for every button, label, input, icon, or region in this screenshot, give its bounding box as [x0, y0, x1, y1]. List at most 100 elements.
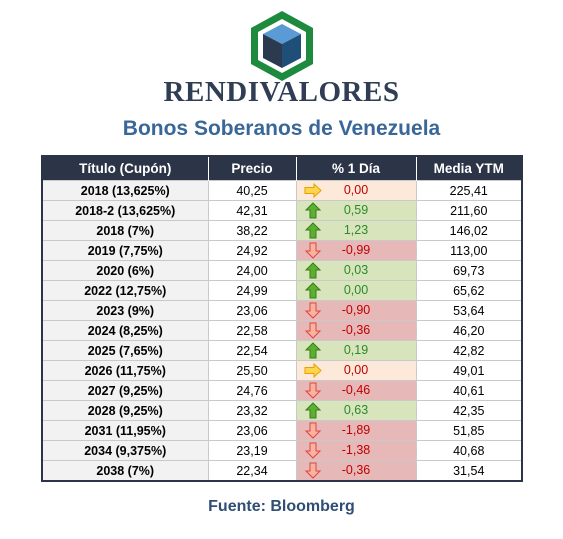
- arrow-up-icon: [304, 262, 322, 279]
- column-header-price: Precio: [207, 156, 296, 181]
- bond-ytm: 113,00: [415, 240, 523, 261]
- bond-ytm: 51,85: [415, 420, 523, 441]
- bond-change: -0,36: [295, 320, 417, 341]
- arrow-right-icon: [304, 182, 322, 199]
- bond-ytm: 40,68: [415, 440, 523, 461]
- bond-title: 2038 (7%): [41, 460, 209, 482]
- bond-price: 23,32: [207, 400, 297, 421]
- bond-price: 22,54: [207, 340, 297, 361]
- bond-price: 24,00: [207, 260, 297, 281]
- bond-ytm: 65,62: [415, 280, 523, 301]
- table-row: 2023 (9%) 23,06 -0,90 53,64: [41, 300, 523, 321]
- bond-change: 0,00: [295, 360, 417, 381]
- page-title: Bonos Soberanos de Venezuela: [122, 117, 441, 140]
- bond-title: 2025 (7,65%): [41, 340, 209, 361]
- bond-title: 2027 (9,25%): [41, 380, 209, 401]
- bond-change-value: -0,99: [341, 243, 371, 257]
- bond-change: 0,59: [295, 200, 417, 221]
- column-header-change: % 1 Día: [295, 156, 416, 181]
- arrow-up-icon: [304, 402, 322, 419]
- bond-ytm: 53,64: [415, 300, 523, 321]
- bond-change: 0,03: [295, 260, 417, 281]
- table-row: 2022 (12,75%) 24,99 0,00 65,62: [41, 280, 523, 301]
- bond-title: 2018 (13,625%): [41, 180, 209, 201]
- table-header-row: Título (Cupón) Precio % 1 Día Media YTM: [42, 156, 522, 181]
- bond-change: -1,38: [295, 440, 417, 461]
- source-note: Fuente: Bloomberg: [208, 498, 355, 515]
- arrow-down-icon: [304, 422, 322, 439]
- arrow-down-icon: [304, 462, 322, 479]
- arrow-right-icon: [304, 362, 322, 379]
- bond-ytm: 31,54: [415, 460, 523, 482]
- rendivalores-logo-icon: [251, 11, 313, 81]
- arrow-down-icon: [304, 242, 322, 259]
- bond-change: 1,23: [295, 220, 417, 241]
- bond-change-value: 0,59: [343, 203, 369, 217]
- bond-price: 23,06: [207, 420, 297, 441]
- bond-ytm: 211,60: [415, 200, 523, 221]
- bond-title: 2018 (7%): [41, 220, 209, 241]
- bond-price: 38,22: [207, 220, 297, 241]
- bond-change-value: -1,89: [341, 423, 371, 437]
- arrow-up-icon: [304, 222, 322, 239]
- column-header-title: Título (Cupón): [42, 156, 208, 181]
- bond-change: 0,00: [295, 280, 417, 301]
- arrow-down-icon: [304, 302, 322, 319]
- arrow-up-icon: [304, 282, 322, 299]
- bond-price: 23,06: [207, 300, 297, 321]
- arrow-up-icon: [304, 342, 322, 359]
- table-body: 2018 (13,625%) 40,25 0,00 225,41 2018-2 (13,…: [41, 180, 523, 482]
- arrow-up-icon: [304, 202, 322, 219]
- bond-ytm: 225,41: [415, 180, 523, 201]
- bond-price: 22,34: [207, 460, 297, 482]
- bond-change-value: 0,19: [343, 343, 369, 357]
- bond-change: -1,89: [295, 420, 417, 441]
- bond-title: 2034 (9,375%): [41, 440, 209, 461]
- bond-title: 2031 (11,95%): [41, 420, 209, 441]
- arrow-down-icon: [304, 322, 322, 339]
- bond-title: 2024 (8,25%): [41, 320, 209, 341]
- bond-price: 22,58: [207, 320, 297, 341]
- bond-title: 2023 (9%): [41, 300, 209, 321]
- bond-change-value: 0,00: [343, 183, 369, 197]
- bond-title: 2022 (12,75%): [41, 280, 209, 301]
- bond-change-value: -0,36: [341, 323, 371, 337]
- column-header-ytm: Media YTM: [415, 156, 522, 181]
- bond-change: 0,19: [295, 340, 417, 361]
- table-row: 2025 (7,65%) 22,54 0,19 42,82: [41, 340, 523, 361]
- bond-price: 24,99: [207, 280, 297, 301]
- bond-price: 25,50: [207, 360, 297, 381]
- bond-change: -0,36: [295, 460, 417, 482]
- bond-price: 24,76: [207, 380, 297, 401]
- table-row: 2027 (9,25%) 24,76 -0,46 40,61: [41, 380, 523, 401]
- bond-ytm: 42,82: [415, 340, 523, 361]
- bond-change-value: 0,00: [343, 363, 369, 377]
- table-row: 2018 (13,625%) 40,25 0,00 225,41: [41, 180, 523, 201]
- table-row: 2018 (7%) 38,22 1,23 146,02: [41, 220, 523, 241]
- bond-change-value: 1,23: [343, 223, 369, 237]
- bond-title: 2026 (11,75%): [41, 360, 209, 381]
- table-row: 2018-2 (13,625%) 42,31 0,59 211,60: [41, 200, 523, 221]
- table-row: 2024 (8,25%) 22,58 -0,36 46,20: [41, 320, 523, 341]
- bond-ytm: 42,35: [415, 400, 523, 421]
- bond-ytm: 146,02: [415, 220, 523, 241]
- bond-ytm: 69,73: [415, 260, 523, 281]
- table-row: 2031 (11,95%) 23,06 -1,89 51,85: [41, 420, 523, 441]
- bond-change-value: -0,46: [341, 383, 371, 397]
- bond-ytm: 46,20: [415, 320, 523, 341]
- table-row: 2028 (9,25%) 23,32 0,63 42,35: [41, 400, 523, 421]
- bond-change-value: 0,63: [343, 403, 369, 417]
- bond-title: 2020 (6%): [41, 260, 209, 281]
- bond-price: 42,31: [207, 200, 297, 221]
- bond-price: 24,92: [207, 240, 297, 261]
- bond-change: 0,63: [295, 400, 417, 421]
- bond-price: 40,25: [207, 180, 297, 201]
- table-row: 2038 (7%) 22,34 -0,36 31,54: [41, 460, 523, 482]
- bond-ytm: 49,01: [415, 360, 523, 381]
- bond-change: -0,90: [295, 300, 417, 321]
- bond-price: 23,19: [207, 440, 297, 461]
- bond-title: 2028 (9,25%): [41, 400, 209, 421]
- table-row: 2019 (7,75%) 24,92 -0,99 113,00: [41, 240, 523, 261]
- arrow-down-icon: [304, 382, 322, 399]
- brand-name: RENDIVALORES: [163, 76, 400, 108]
